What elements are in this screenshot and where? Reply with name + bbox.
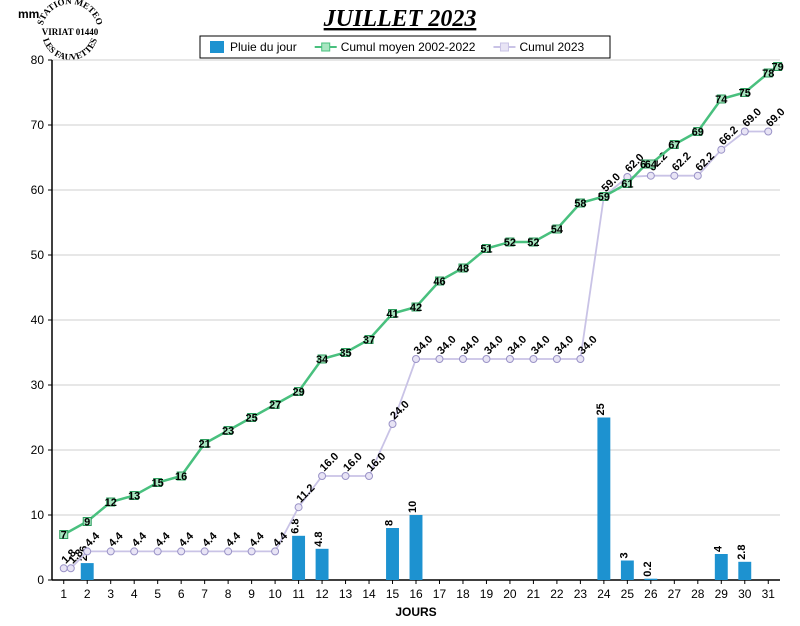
- svg-text:13: 13: [128, 491, 140, 503]
- svg-text:10: 10: [268, 587, 282, 601]
- svg-text:18: 18: [456, 587, 470, 601]
- svg-text:24: 24: [597, 587, 611, 601]
- svg-text:8: 8: [225, 587, 232, 601]
- svg-text:46: 46: [433, 276, 445, 288]
- svg-text:40: 40: [31, 313, 45, 327]
- svg-text:13: 13: [339, 587, 353, 601]
- svg-text:7: 7: [61, 530, 67, 542]
- svg-text:27: 27: [269, 400, 281, 412]
- svg-text:16: 16: [175, 471, 187, 483]
- svg-text:0: 0: [37, 573, 44, 587]
- chart-container: JUILLET 2023STATION METEOLES FAUVETTESVI…: [0, 0, 800, 626]
- svg-text:16: 16: [409, 587, 423, 601]
- svg-text:74: 74: [715, 94, 728, 106]
- svg-text:54: 54: [551, 224, 564, 236]
- svg-text:9: 9: [84, 517, 90, 529]
- chart-title: JUILLET 2023: [323, 6, 477, 32]
- svg-text:23: 23: [222, 426, 234, 438]
- svg-text:14: 14: [362, 587, 376, 601]
- bar-day-25: [621, 561, 634, 581]
- svg-text:67: 67: [668, 140, 680, 152]
- svg-text:59: 59: [598, 192, 610, 204]
- svg-text:23: 23: [574, 587, 588, 601]
- svg-text:5: 5: [154, 587, 161, 601]
- svg-text:34: 34: [316, 354, 329, 366]
- legend: Pluie du jour Cumul moyen 2002-2022 Cumul …: [200, 36, 610, 58]
- bar-day-26: [644, 579, 657, 580]
- svg-text:37: 37: [363, 335, 375, 347]
- bar-day-12: [316, 549, 329, 580]
- svg-text:41: 41: [386, 309, 398, 321]
- bar-day-30: [738, 562, 751, 580]
- svg-text:27: 27: [668, 587, 682, 601]
- svg-text:58: 58: [574, 198, 586, 210]
- svg-text:Pluie du jour: Pluie du jour: [230, 40, 297, 54]
- svg-text:61: 61: [621, 179, 633, 191]
- chart-svg: JUILLET 2023STATION METEOLES FAUVETTESVI…: [0, 0, 800, 626]
- svg-text:52: 52: [527, 237, 539, 249]
- svg-text:35: 35: [339, 348, 351, 360]
- svg-text:52: 52: [504, 237, 516, 249]
- svg-text:64: 64: [645, 159, 658, 171]
- bar-label: 10: [407, 501, 419, 513]
- bar-label: 4.8: [313, 532, 325, 547]
- svg-text:30: 30: [738, 587, 752, 601]
- svg-text:79: 79: [772, 62, 784, 74]
- svg-text:9: 9: [248, 587, 255, 601]
- svg-text:11: 11: [292, 587, 305, 601]
- bar-label: 0.2: [642, 561, 654, 576]
- svg-text:25: 25: [621, 587, 635, 601]
- bar-day-2: [81, 563, 94, 580]
- svg-text:51: 51: [480, 244, 492, 256]
- svg-text:Cumul 2023: Cumul 2023: [519, 40, 584, 54]
- svg-text:70: 70: [31, 118, 45, 132]
- svg-text:15: 15: [386, 587, 400, 601]
- bar-label: 25: [595, 403, 607, 415]
- svg-text:31: 31: [762, 587, 776, 601]
- svg-text:12: 12: [315, 587, 329, 601]
- bar-day-16: [410, 515, 423, 580]
- svg-text:26: 26: [644, 587, 658, 601]
- bar-day-15: [386, 528, 399, 580]
- svg-text:17: 17: [433, 587, 447, 601]
- svg-text:VIRIAT 01440: VIRIAT 01440: [42, 27, 99, 37]
- bar-day-24: [597, 418, 610, 581]
- svg-text:29: 29: [292, 387, 304, 399]
- svg-text:80: 80: [31, 53, 45, 67]
- svg-text:20: 20: [31, 443, 45, 457]
- svg-text:Cumul moyen 2002-2022: Cumul moyen 2002-2022: [341, 40, 476, 54]
- svg-text:28: 28: [691, 587, 705, 601]
- svg-text:4: 4: [131, 587, 138, 601]
- svg-text:2: 2: [84, 587, 91, 601]
- svg-text:3: 3: [107, 587, 114, 601]
- svg-text:30: 30: [31, 378, 45, 392]
- bar-label: 2.8: [736, 545, 748, 560]
- svg-text:21: 21: [199, 439, 211, 451]
- svg-text:42: 42: [410, 302, 422, 314]
- svg-text:1: 1: [60, 587, 67, 601]
- svg-text:22: 22: [550, 587, 564, 601]
- svg-text:7: 7: [201, 587, 208, 601]
- svg-text:10: 10: [31, 508, 45, 522]
- bar-label: 3: [618, 552, 630, 558]
- svg-text:48: 48: [457, 263, 469, 275]
- svg-text:75: 75: [739, 88, 751, 100]
- svg-text:21: 21: [527, 587, 541, 601]
- y-axis-label: mm: [18, 7, 39, 21]
- svg-text:15: 15: [152, 478, 164, 490]
- svg-text:25: 25: [245, 413, 257, 425]
- bar-day-29: [715, 554, 728, 580]
- svg-text:19: 19: [480, 587, 494, 601]
- svg-text:50: 50: [31, 248, 45, 262]
- bar-label: 4: [712, 545, 724, 552]
- svg-text:12: 12: [105, 497, 117, 509]
- svg-text:20: 20: [503, 587, 517, 601]
- bar-label: 8: [384, 520, 396, 526]
- bar-day-11: [292, 536, 305, 580]
- svg-text:60: 60: [31, 183, 45, 197]
- x-axis-label: JOURS: [395, 605, 436, 619]
- svg-text:69: 69: [692, 127, 704, 139]
- svg-text:29: 29: [715, 587, 729, 601]
- svg-text:6: 6: [178, 587, 185, 601]
